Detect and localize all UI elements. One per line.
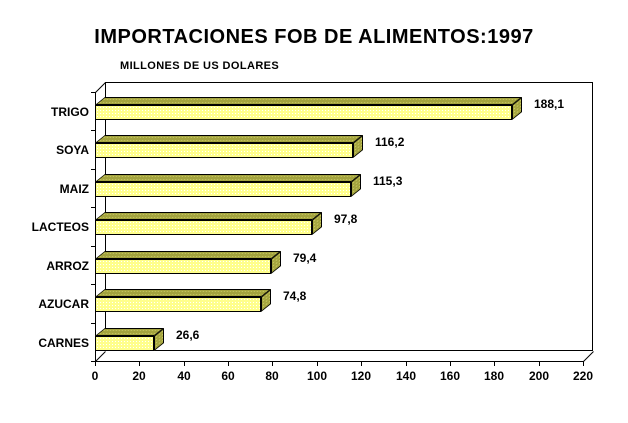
value-label: 115,3 [373, 174, 403, 188]
value-label: 79,4 [293, 251, 317, 265]
x-tick-label: 20 [132, 369, 146, 383]
x-tick-label: 200 [528, 369, 550, 383]
bar-front-face [95, 297, 261, 312]
value-label: 116,2 [375, 135, 405, 149]
y-axis-tick [91, 130, 95, 131]
category-label: TRIGO [51, 105, 89, 119]
x-axis-tick [539, 362, 540, 366]
y-axis-tick [91, 246, 95, 247]
x-axis-tick [583, 362, 584, 366]
x-axis-tick [494, 362, 495, 366]
x-tick-label: 220 [572, 369, 594, 383]
x-axis-tick [317, 362, 318, 366]
bar-top-face [95, 135, 363, 143]
x-tick-label: 60 [221, 369, 235, 383]
category-label: AZUCAR [38, 297, 89, 311]
x-tick-label: 140 [395, 369, 417, 383]
x-tick-label: 0 [91, 369, 99, 383]
y-axis-tick [91, 323, 95, 324]
category-label: ARROZ [46, 259, 89, 273]
category-label: SOYA [56, 143, 89, 157]
y-axis-tick [91, 284, 95, 285]
bar-top-face [95, 97, 522, 105]
x-axis-tick [139, 362, 140, 366]
x-axis-line [95, 361, 584, 362]
x-axis-tick [272, 362, 273, 366]
x-axis-tick [228, 362, 229, 366]
x-axis-tick [95, 362, 96, 366]
y-axis-tick [91, 361, 95, 362]
x-axis-tick [184, 362, 185, 366]
category-label: CARNES [38, 336, 89, 350]
bar-top-face [95, 174, 361, 182]
bar-front-face [95, 182, 351, 197]
x-tick-label: 40 [177, 369, 191, 383]
x-tick-label: 80 [265, 369, 279, 383]
bar-front-face [95, 259, 271, 274]
bar-front-face [95, 220, 312, 235]
x-tick-label: 160 [439, 369, 461, 383]
value-label: 97,8 [334, 212, 358, 226]
bar-front-face [95, 336, 154, 351]
x-axis-tick [406, 362, 407, 366]
value-label: 188,1 [534, 97, 565, 111]
category-label: MAIZ [59, 182, 89, 196]
bar-front-face [95, 105, 512, 120]
x-tick-label: 100 [306, 369, 328, 383]
x-tick-label: 120 [350, 369, 372, 383]
x-axis-tick [450, 362, 451, 366]
bar-top-face [95, 251, 281, 259]
axis-units-label: MILLONES DE US DOLARES [120, 60, 280, 72]
chart-title: IMPORTACIONES FOB DE ALIMENTOS:1997 [94, 26, 534, 48]
x-tick-label: 180 [483, 369, 505, 383]
value-label: 26,6 [176, 328, 200, 342]
y-axis-tick [91, 92, 95, 93]
bar-front-face [95, 143, 353, 158]
y-axis-tick [91, 207, 95, 208]
value-label: 74,8 [283, 289, 307, 303]
category-label: LACTEOS [31, 220, 89, 234]
bar-top-face [95, 289, 271, 297]
bar-top-face [95, 212, 322, 220]
x-axis-tick [361, 362, 362, 366]
y-axis-tick [91, 169, 95, 170]
